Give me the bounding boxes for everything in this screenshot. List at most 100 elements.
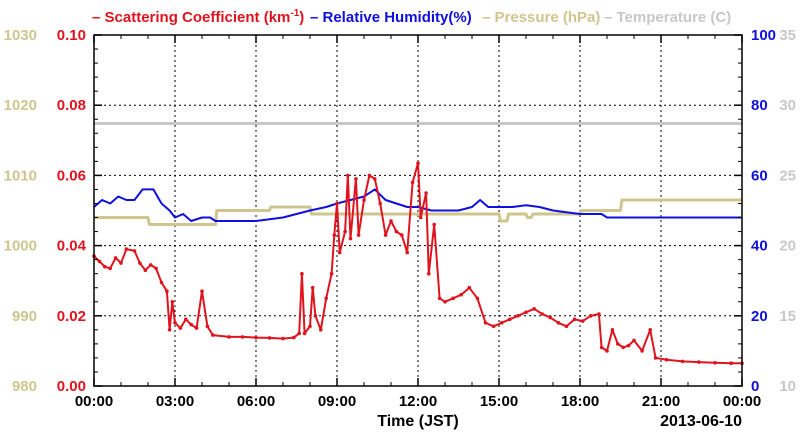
- tick-label-temperature: 10: [779, 378, 796, 395]
- point-scattering: [267, 336, 272, 340]
- tick-label-temperature: 30: [779, 97, 796, 114]
- point-scattering: [437, 296, 442, 301]
- tick-label-humidity: 0: [751, 378, 759, 395]
- tick-label-pressure: 980: [12, 378, 37, 395]
- point-scattering: [599, 345, 604, 350]
- tick-label-x: 18:00: [561, 393, 599, 410]
- tick-label-x: 12:00: [399, 393, 437, 410]
- series-line-pressure: [94, 198, 742, 226]
- series-line-scattering: [93, 162, 742, 365]
- point-scattering: [556, 321, 561, 325]
- point-scattering: [167, 328, 172, 332]
- point-scattering: [605, 349, 609, 353]
- point-scattering: [108, 266, 112, 271]
- point-scattering: [648, 328, 652, 332]
- tick-label-scattering: 0.00: [57, 378, 86, 395]
- point-scattering: [211, 333, 215, 337]
- point-scattering: [572, 317, 577, 322]
- point-scattering: [362, 198, 366, 202]
- point-scattering: [410, 180, 415, 185]
- point-scattering: [373, 177, 377, 181]
- point-scattering: [124, 247, 129, 251]
- point-scattering: [254, 335, 258, 340]
- point-scattering: [418, 215, 423, 220]
- point-scattering: [302, 331, 307, 336]
- point-scattering: [346, 173, 350, 178]
- tick-label-x: 21:00: [642, 393, 680, 410]
- tick-label-temperature: 35: [779, 27, 796, 44]
- tick-label-x: 15:00: [480, 393, 518, 410]
- point-scattering: [632, 338, 636, 343]
- tick-label-x: 06:00: [237, 393, 275, 410]
- point-scattering: [319, 328, 323, 332]
- point-scattering: [332, 233, 337, 237]
- axes-layer: 0.00 980 0 10 0.02 990 20 15 0.04 1000 40 20 0.06 101…: [4, 27, 796, 410]
- tick-label-pressure: 990: [12, 308, 37, 325]
- point-scattering: [356, 233, 361, 237]
- point-scattering: [348, 236, 353, 241]
- tick-label-humidity: 100: [751, 27, 776, 44]
- point-scattering: [329, 271, 334, 276]
- point-scattering: [459, 292, 464, 297]
- point-scattering: [653, 356, 658, 360]
- point-scattering: [389, 219, 393, 223]
- tick-label-x: 09:00: [318, 393, 356, 410]
- point-scattering: [524, 310, 528, 315]
- point-scattering: [300, 271, 304, 276]
- tick-label-humidity: 60: [751, 167, 768, 184]
- point-scattering: [297, 331, 302, 336]
- point-scattering: [427, 271, 431, 276]
- point-scattering: [178, 326, 183, 330]
- point-scattering: [443, 300, 447, 304]
- legend-scattering-close: ): [299, 9, 304, 26]
- point-scattering: [194, 326, 199, 330]
- point-scattering: [597, 312, 601, 316]
- point-scattering: [483, 321, 488, 325]
- point-scattering: [154, 266, 158, 271]
- point-scattering: [103, 264, 107, 269]
- point-scattering: [400, 233, 404, 237]
- point-scattering: [281, 336, 285, 341]
- point-scattering: [548, 315, 553, 320]
- point-scattering: [697, 360, 701, 364]
- point-scattering: [540, 312, 544, 316]
- tick-label-pressure: 1030: [4, 27, 37, 44]
- point-scattering: [324, 296, 329, 301]
- point-scattering: [240, 335, 245, 339]
- point-scattering: [383, 233, 388, 237]
- point-scattering: [138, 261, 142, 265]
- tick-label-humidity: 20: [751, 308, 768, 325]
- point-scattering: [451, 296, 455, 301]
- point-scattering: [499, 321, 504, 325]
- tick-label-scattering: 0.04: [57, 238, 87, 255]
- point-scattering: [113, 256, 118, 260]
- point-scattering: [310, 285, 315, 290]
- point-scattering: [729, 361, 733, 366]
- point-scattering: [292, 335, 296, 340]
- point-scattering: [394, 229, 399, 234]
- point-scattering: [475, 296, 480, 301]
- date-label: 2013-06-10: [660, 413, 742, 430]
- point-scattering: [664, 357, 669, 362]
- tick-label-humidity: 80: [751, 97, 768, 114]
- x-axis-label: Time (JST): [377, 413, 459, 430]
- point-scattering: [405, 250, 410, 255]
- point-scattering: [165, 289, 169, 294]
- point-scattering: [491, 324, 496, 329]
- tick-label-scattering: 0.02: [57, 308, 86, 325]
- point-scattering: [184, 317, 188, 322]
- point-scattering: [354, 177, 358, 181]
- point-scattering: [308, 324, 312, 329]
- legend-scattering-dash: – Scattering Coefficient (km: [92, 9, 290, 26]
- point-scattering: [205, 324, 210, 329]
- legend: – Scattering Coefficient (km-1) – Relati…: [92, 8, 731, 26]
- tick-label-temperature: 25: [779, 167, 796, 184]
- point-scattering: [367, 173, 372, 178]
- point-scattering: [589, 314, 593, 318]
- point-scattering: [680, 359, 685, 364]
- point-scattering: [143, 268, 148, 273]
- point-scattering: [640, 349, 644, 353]
- point-scattering: [516, 314, 520, 318]
